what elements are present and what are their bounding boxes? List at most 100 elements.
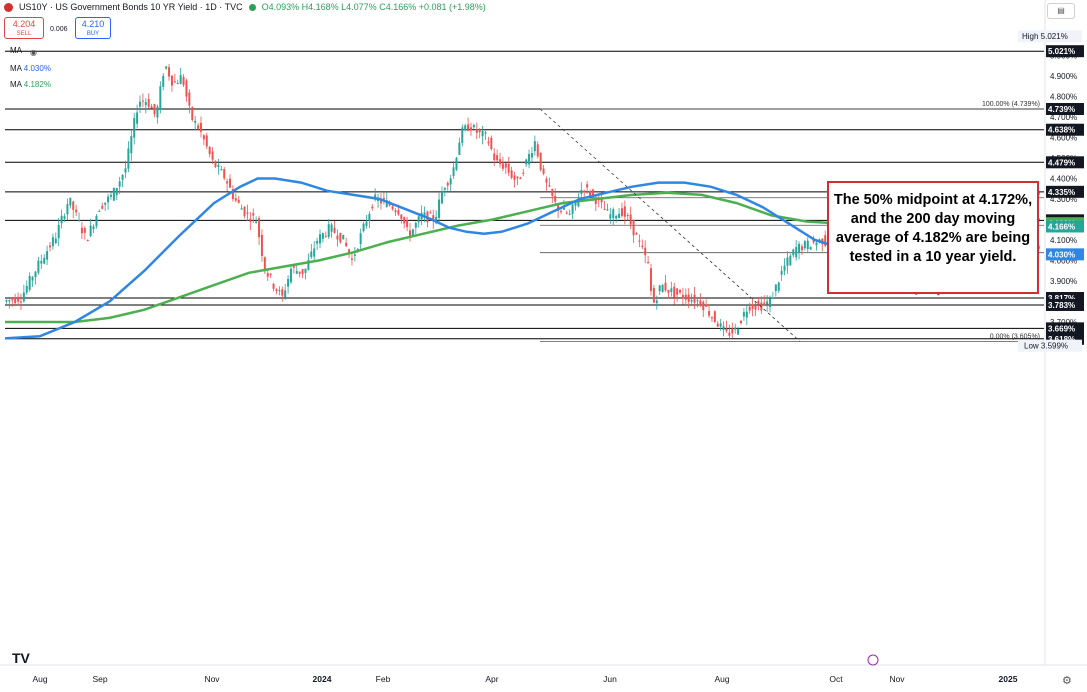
candle-body — [382, 197, 385, 200]
candle-body — [557, 203, 560, 211]
candle-body — [284, 290, 287, 298]
candle-body — [313, 248, 316, 257]
candle-body — [754, 305, 757, 310]
buy-price: 4.210 — [81, 19, 105, 29]
candle-body — [159, 86, 162, 111]
chart-header: US10Y · US Government Bonds 10 YR Yield … — [4, 2, 486, 12]
low-label: Low 3.599% — [1024, 342, 1068, 351]
candle-body — [34, 271, 37, 278]
x-tick-label: 2024 — [313, 674, 332, 684]
x-tick-label: 2025 — [999, 674, 1018, 684]
candle-body — [693, 294, 696, 303]
candle-body — [670, 288, 673, 292]
level-tag — [1046, 123, 1084, 136]
candle-body — [278, 290, 281, 292]
market-status-icon — [248, 3, 256, 11]
candle-body — [475, 129, 478, 133]
price-axis: 5.100%5.000%4.900%4.800%4.700%4.600%4.50… — [1018, 0, 1084, 665]
scroll-to-top-button[interactable]: ▤ — [1047, 3, 1075, 19]
y-tick-label: 4.900% — [1050, 72, 1077, 81]
candle-body — [17, 297, 20, 302]
candle-body — [783, 265, 786, 271]
candle-body — [324, 235, 327, 237]
candle-body — [104, 202, 107, 205]
candle-body — [66, 204, 69, 215]
candle-body — [388, 203, 391, 206]
candle-body — [432, 215, 435, 222]
candle-body — [719, 323, 722, 327]
candle-body — [609, 214, 612, 219]
candle-body — [202, 135, 205, 140]
candle-body — [516, 176, 519, 179]
level-label: 3.783% — [1048, 301, 1075, 310]
candle-body — [57, 224, 60, 239]
candle-body — [83, 228, 86, 233]
candle-body — [586, 184, 589, 188]
ma-legend-hidden[interactable]: MA — [10, 46, 22, 55]
ma50-legend[interactable]: MA 4.030% — [10, 64, 51, 73]
candle-body — [667, 289, 670, 293]
level-tag — [1046, 45, 1084, 58]
candle-body — [504, 163, 507, 168]
buy-button[interactable]: 4.210 BUY — [75, 17, 111, 39]
trend-line — [539, 108, 801, 342]
candle-body — [139, 101, 142, 107]
candle-body — [824, 235, 827, 246]
candle-body — [176, 82, 179, 84]
candle-body — [223, 169, 226, 179]
candle-body — [112, 188, 115, 201]
candle-body — [319, 234, 322, 244]
candle-body — [649, 268, 652, 292]
candle-body — [525, 159, 528, 165]
candle-body — [658, 285, 661, 292]
high-tag — [1018, 30, 1082, 43]
tradingview-logo: TV — [12, 650, 30, 666]
candle-body — [127, 148, 130, 169]
ohlc-values: O4.093% H4.168% L4.077% C4.166% +0.081 (… — [261, 2, 486, 12]
candle-body — [304, 268, 307, 273]
ma200-legend[interactable]: MA 4.182% — [10, 80, 51, 89]
candle-body — [356, 249, 359, 251]
candle-body — [574, 201, 577, 206]
candle-body — [600, 199, 603, 203]
price-tag — [1046, 248, 1084, 261]
settings-icon[interactable]: ⚙ — [1062, 675, 1072, 687]
candle-body — [458, 142, 461, 155]
candle-body — [443, 188, 446, 190]
candle-body — [664, 282, 667, 291]
candle-body — [722, 326, 725, 331]
candle-body — [31, 277, 34, 281]
candle-body — [705, 304, 708, 307]
candle-body — [409, 230, 412, 238]
y-tick-label: 3.900% — [1050, 277, 1077, 286]
candle-body — [255, 221, 258, 224]
candle-body — [258, 218, 261, 238]
candle-body — [295, 270, 298, 274]
candle-body — [771, 297, 774, 299]
candle-body — [101, 205, 104, 209]
sell-button[interactable]: 4.204 SELL — [4, 17, 44, 39]
candle-body — [266, 273, 269, 277]
candle-body — [95, 215, 98, 227]
candle-body — [211, 151, 214, 160]
eye-icon[interactable]: ◉ — [30, 48, 37, 57]
candle-body — [272, 283, 275, 289]
candle-body — [359, 233, 362, 245]
candle-body — [417, 216, 420, 223]
candle-body — [368, 213, 371, 221]
candle-body — [321, 233, 324, 239]
x-tick-label: Aug — [32, 674, 47, 684]
candle-body — [812, 238, 815, 243]
candle-body — [580, 189, 583, 194]
ma200-line — [5, 191, 877, 324]
candle-body — [647, 261, 650, 263]
x-tick-label: Nov — [889, 674, 905, 684]
y-tick-label: 4.800% — [1050, 93, 1077, 102]
ma50-line — [4, 177, 877, 340]
candle-body — [464, 125, 467, 131]
candle-body — [710, 317, 713, 319]
candle-body — [571, 204, 574, 214]
candle-body — [702, 301, 705, 311]
candle-body — [620, 208, 623, 216]
